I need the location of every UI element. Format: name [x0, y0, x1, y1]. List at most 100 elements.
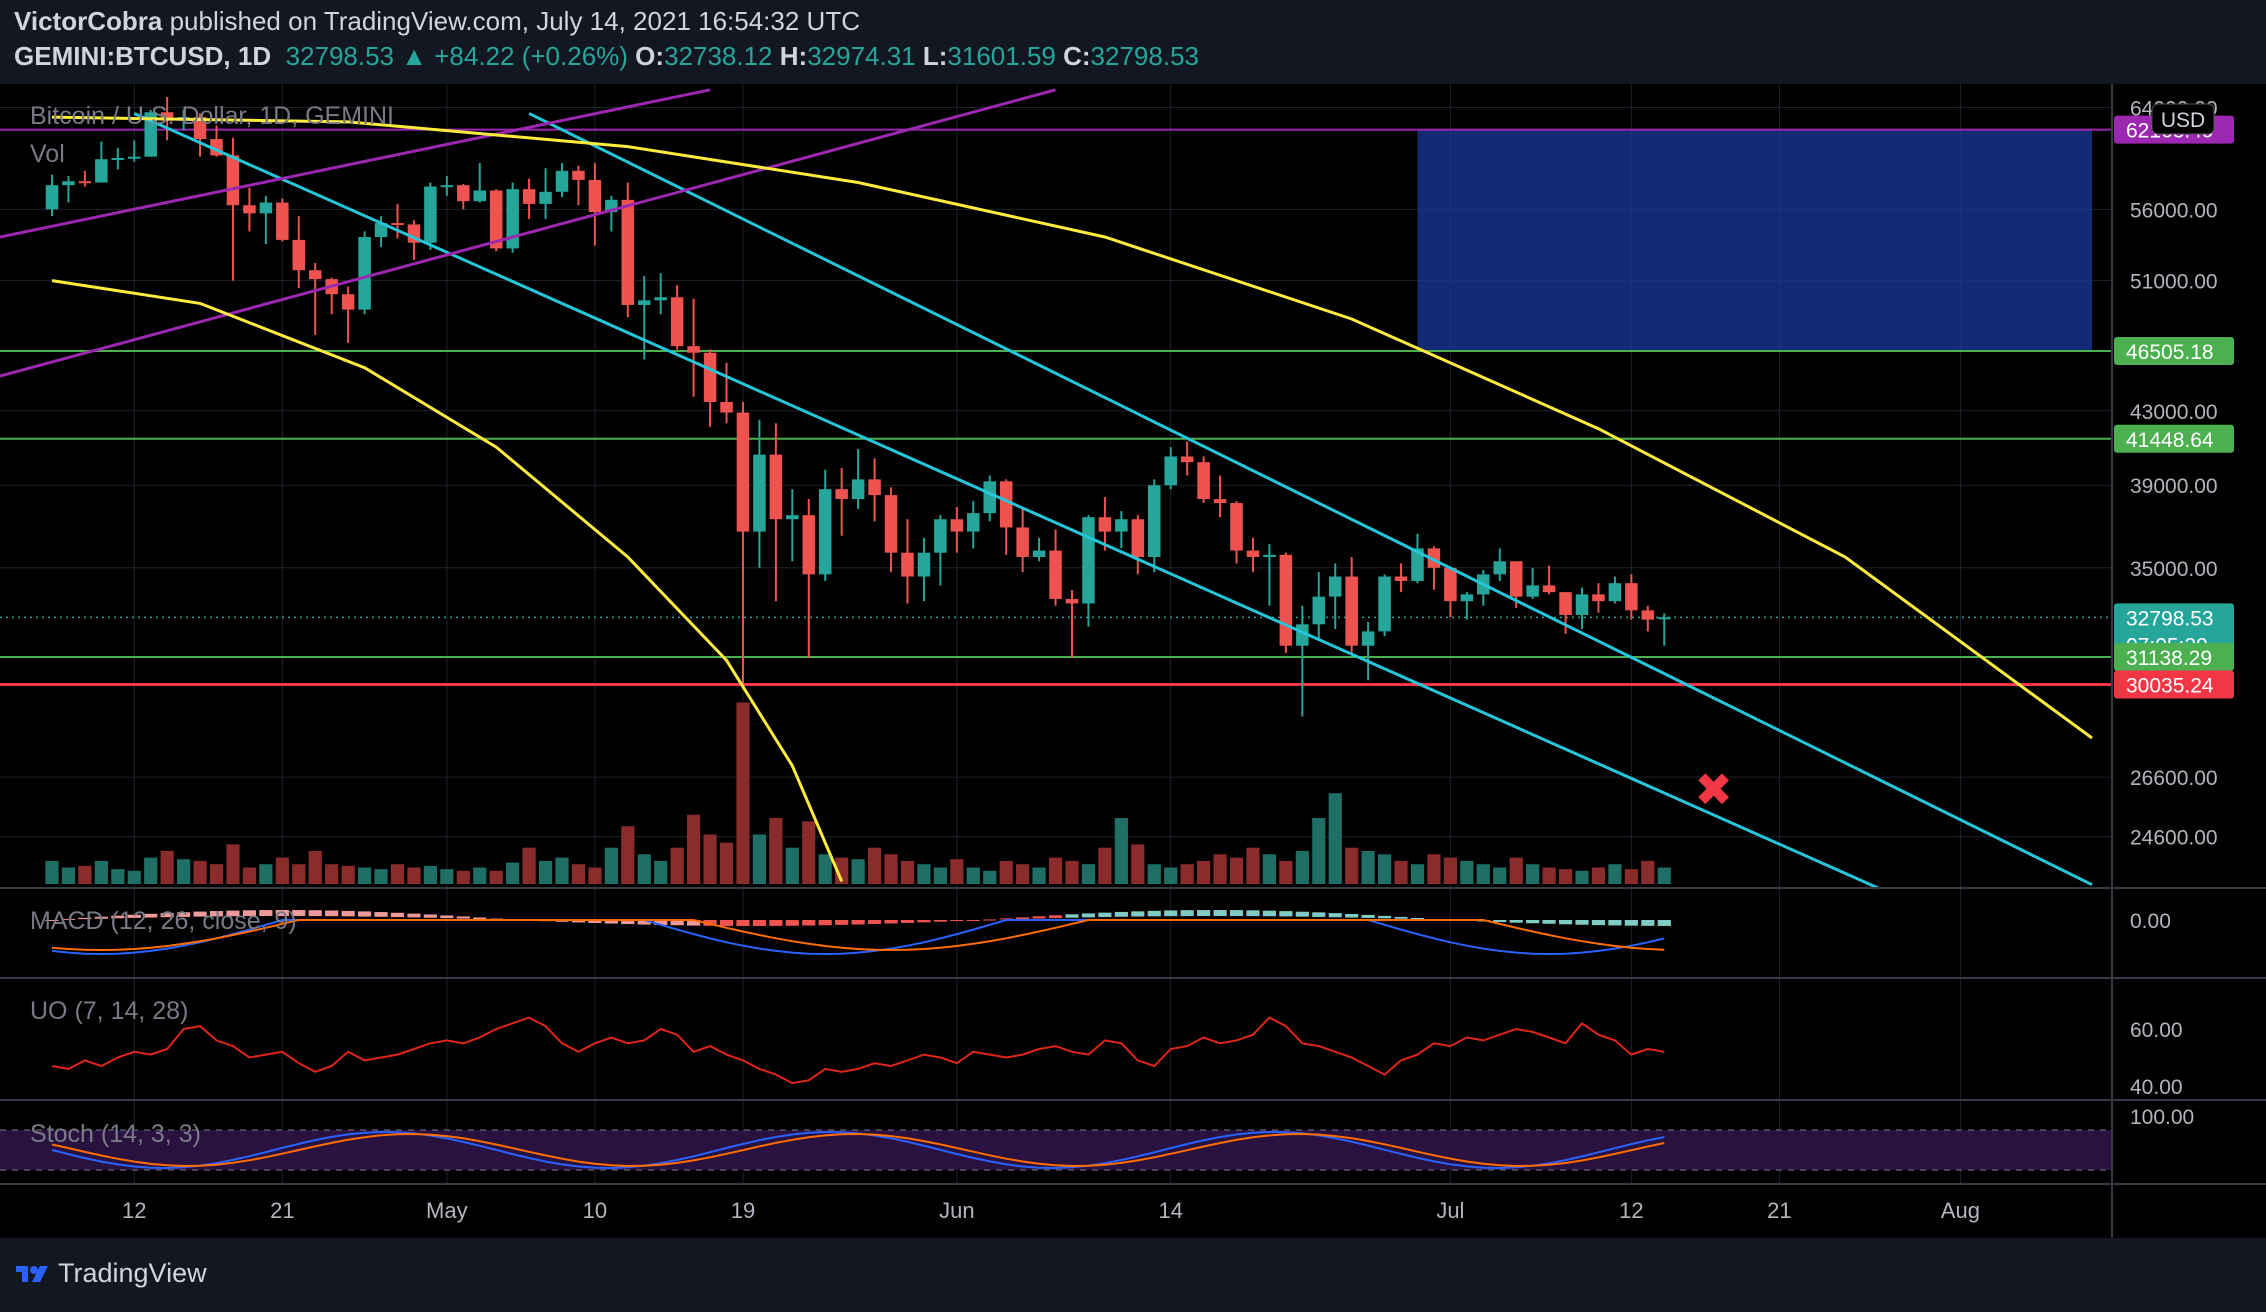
close-label: C: [1063, 41, 1091, 71]
candle-body [901, 552, 914, 577]
macd-histogram-bar [1378, 915, 1392, 919]
candle-body [1608, 583, 1622, 602]
volume-bar [226, 844, 240, 884]
price-label-box [2114, 424, 2234, 453]
macd-histogram-bar [1608, 920, 1622, 926]
macd-histogram-bar [1410, 917, 1425, 920]
volume-bar [950, 859, 964, 884]
macd-histogram-bar [1328, 913, 1342, 918]
volume-bar [423, 865, 437, 884]
macd-histogram-bar [1032, 916, 1046, 919]
price-label-text: 31138.29 [2126, 647, 2212, 670]
volume-bar [1114, 818, 1128, 884]
macd-histogram-bar [61, 918, 76, 920]
time-tick-label: 14 [1158, 1198, 1182, 1223]
tradingview-logo[interactable]: TradingView [14, 1258, 207, 1289]
price-label-text: 41448.64 [2126, 429, 2214, 452]
volume-bar [1345, 847, 1359, 884]
macd-histogram-bar [209, 911, 224, 917]
volume-bar [769, 818, 783, 884]
macd-histogram-bar [45, 920, 59, 921]
currency-badge[interactable]: USD [2151, 103, 2215, 135]
resistance-zone [1417, 129, 2092, 352]
legend: Bitcoin / U.S. Dollar, 1D, GEMINI Vol MA… [30, 102, 394, 1148]
macd-histogram-bar [1558, 920, 1573, 925]
candle-body [736, 412, 750, 532]
legend-title: Bitcoin / U.S. Dollar, 1D, GEMINI [30, 102, 394, 130]
macd-histogram-bar [1526, 920, 1540, 924]
macd-histogram-bar [1509, 920, 1523, 923]
volume-bar [1032, 867, 1046, 884]
macd-histogram-bar [275, 910, 289, 917]
macd-histogram-bar [1575, 920, 1589, 925]
macd-histogram-bar [637, 920, 651, 925]
macd-histogram-bar [571, 920, 586, 923]
price-change: +84.22 (+0.26%) [434, 41, 628, 71]
candle-body [1625, 583, 1638, 611]
macd-histogram-bar [456, 916, 470, 919]
candle-body [243, 205, 256, 214]
volume-bar [1131, 844, 1145, 884]
macd-histogram-bar [226, 910, 240, 917]
volume-bar [1213, 854, 1227, 884]
price-label-text: 32798.53 [2126, 607, 2214, 630]
volume-bar [654, 860, 668, 884]
macd-histogram-bar [1114, 911, 1128, 917]
candle-body [1016, 527, 1029, 557]
target-marker-icon: ✖ [1694, 763, 1733, 817]
volume-bar [489, 870, 503, 884]
volume-bar [555, 857, 569, 884]
macd-histogram-bar [1542, 920, 1556, 924]
candle-body [1148, 485, 1161, 557]
volume-bar [588, 867, 602, 884]
open-label: O: [635, 41, 665, 71]
candle-body [1378, 576, 1391, 632]
volume-bar [703, 834, 717, 884]
symbol-label[interactable]: GEMINI:BTCUSD, 1D [14, 41, 272, 71]
macd-histogram-bar [111, 915, 125, 919]
price-tick-label: 39000.00 [2130, 475, 2218, 498]
macd-histogram-bar [1624, 920, 1638, 926]
open-value: 32738.12 [664, 41, 773, 71]
volume-bar [1229, 857, 1244, 884]
legend-stoch: Stoch (14, 3, 3) [30, 1120, 201, 1148]
macd-histogram-bar [966, 920, 980, 921]
macd-histogram-bar [1164, 910, 1178, 917]
yellow-arc-inner [51, 279, 844, 882]
candle-body [1115, 519, 1128, 532]
volume-bar [275, 857, 289, 884]
horizontal-lines [0, 128, 2112, 686]
volume-bar [1575, 870, 1589, 884]
candle-body [522, 189, 536, 204]
time-tick-label: Jun [939, 1198, 974, 1223]
volume-bar [999, 860, 1013, 884]
candle-body [1658, 617, 1671, 620]
indicator-panels [0, 887, 2266, 1185]
macd-histogram-bar [900, 920, 915, 923]
candle-body [1082, 517, 1095, 604]
candle-body [128, 156, 141, 159]
volume-bar [127, 870, 141, 884]
candle-body [1164, 456, 1177, 486]
macd-histogram-bar [1131, 911, 1145, 917]
volume-bar [670, 847, 684, 884]
author-name[interactable]: VictorCobra [14, 6, 163, 36]
macd-histogram-bar [1246, 910, 1260, 917]
macd-histogram-bar [473, 917, 487, 919]
last-price: 32798.53 [285, 41, 395, 71]
price-tick-label: 56000.00 [2130, 199, 2218, 222]
candle-body [1460, 594, 1474, 602]
candle-body [1246, 550, 1260, 557]
volume-bar [538, 860, 553, 884]
macd-histogram-bar [884, 920, 898, 924]
volume-bar [1312, 818, 1326, 884]
macd-tick-label: 0.00 [2130, 910, 2171, 933]
yellow-arc-outer [51, 115, 2093, 740]
volume-bar [1641, 860, 1655, 884]
chart-canvas[interactable]: ✖ 64000.0056000.0051000.0046500.0043000.… [0, 84, 2266, 1238]
candle-body [1361, 631, 1375, 646]
macd-histogram-bar [1229, 910, 1244, 917]
macd-histogram-bar [1657, 920, 1671, 926]
time-tick-label: May [426, 1198, 468, 1223]
tradingview-logo-icon [16, 1265, 48, 1282]
